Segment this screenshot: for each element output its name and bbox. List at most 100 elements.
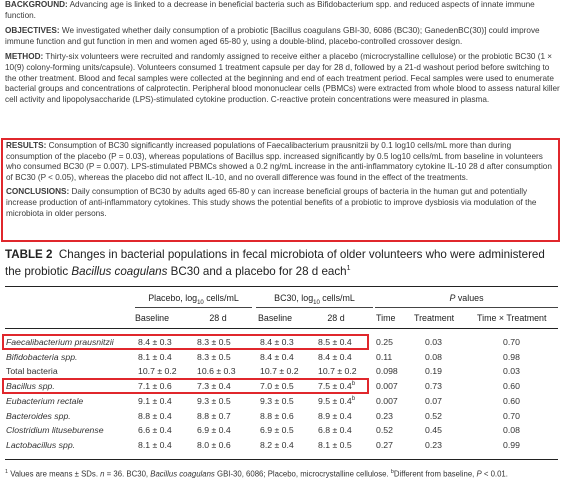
cell-value: 6.8 ± 0.4 bbox=[318, 425, 352, 436]
footnote-text-5: < 0.01. bbox=[481, 469, 508, 479]
cell-value: 0.70 bbox=[503, 410, 520, 421]
cell-value: 8.1 ± 0.4 bbox=[138, 439, 172, 450]
cell-value: 0.45 bbox=[425, 425, 442, 436]
cell-b28: 9.5 ± 0.4b bbox=[318, 396, 355, 406]
cell-value: 0.60 bbox=[503, 395, 520, 406]
bc30-group-underline bbox=[256, 307, 373, 308]
cell-value: 8.9 ± 0.4 bbox=[318, 410, 352, 421]
footnote-text-1: Values are means ± SDs. bbox=[8, 469, 101, 479]
cell-time: 0.098 bbox=[376, 366, 398, 376]
header-placebo-group: Placebo, log10 cells/mL bbox=[135, 293, 252, 306]
cell-value: 7.0 ± 0.5 bbox=[260, 381, 294, 392]
cell-value: 0.23 bbox=[425, 439, 442, 450]
cell-value: 0.52 bbox=[376, 425, 393, 436]
cell-value: 0.27 bbox=[376, 439, 393, 450]
cell-pb: 9.1 ± 0.4 bbox=[138, 396, 172, 406]
cell-time: 0.25 bbox=[376, 337, 393, 347]
results-paragraph: RESULTS: Consumption of BC30 significant… bbox=[6, 141, 555, 183]
row-label: Clostridium lituseburense bbox=[6, 425, 104, 436]
row-label: Bifidobacteria spp. bbox=[6, 351, 78, 362]
objectives-paragraph: OBJECTIVES: We investigated whether dail… bbox=[5, 26, 561, 47]
caption-part-1: Changes in bacterial populations in feca… bbox=[5, 248, 545, 278]
cell-b28: 6.8 ± 0.4 bbox=[318, 425, 352, 435]
cell-p28: 8.0 ± 0.6 bbox=[197, 440, 231, 450]
col-placebo-28d: 28 d bbox=[209, 313, 227, 323]
abstract-top: BACKGROUND: Advancing age is linked to a… bbox=[5, 0, 561, 110]
cell-treat: 0.52 bbox=[425, 411, 442, 421]
cell-value: 8.3 ± 0.5 bbox=[197, 337, 231, 347]
cell-value: 0.007 bbox=[376, 381, 398, 392]
cell-p28: 6.9 ± 0.4 bbox=[197, 425, 231, 435]
background-paragraph: BACKGROUND: Advancing age is linked to a… bbox=[5, 0, 561, 21]
table-top-rule bbox=[5, 286, 558, 287]
col-time-x-treatment: Time × Treatment bbox=[477, 313, 547, 323]
header-bc30-text: BC30, log bbox=[274, 293, 314, 303]
cell-time: 0.007 bbox=[376, 396, 398, 406]
cell-value: 0.08 bbox=[503, 425, 520, 436]
cell-b28: 8.1 ± 0.5 bbox=[318, 440, 352, 450]
footnote-p: P bbox=[476, 469, 482, 479]
col-treatment: Treatment bbox=[414, 313, 455, 323]
cell-value: 10.7 ± 0.2 bbox=[318, 366, 357, 377]
cell-value: 8.4 ± 0.3 bbox=[138, 337, 172, 347]
table-label: TABLE 2 bbox=[5, 248, 53, 261]
cell-time: 0.27 bbox=[376, 440, 393, 450]
cell-time: 0.007 bbox=[376, 381, 398, 391]
conclusions-paragraph: CONCLUSIONS: Daily consumption of BC30 b… bbox=[6, 187, 555, 219]
cell-p28: 8.3 ± 0.5 bbox=[197, 337, 231, 347]
row-label: Lactobacillus spp. bbox=[6, 439, 76, 450]
col-bc30-baseline: Baseline bbox=[258, 313, 293, 323]
cell-value: 8.8 ± 0.7 bbox=[197, 410, 231, 421]
cell-treat: 0.23 bbox=[425, 440, 442, 450]
cell-treat: 0.07 bbox=[425, 396, 442, 406]
col-placebo-baseline: Baseline bbox=[135, 313, 170, 323]
footnote-species: Bacillus coagulans bbox=[150, 469, 215, 479]
cell-value: 0.98 bbox=[503, 351, 520, 362]
background-text: Advancing age is linked to a decrease in… bbox=[5, 0, 535, 20]
cell-value: 8.1 ± 0.4 bbox=[138, 351, 172, 362]
cell-pb: 7.1 ± 0.6 bbox=[138, 381, 172, 391]
objectives-text: We investigated whether daily consumptio… bbox=[5, 26, 540, 46]
caption-part-2: BC30 and a placebo for 28 d each bbox=[167, 264, 347, 278]
method-paragraph: METHOD: Thirty-six volunteers were recru… bbox=[5, 52, 561, 105]
cell-value: 8.1 ± 0.5 bbox=[318, 439, 352, 450]
cell-b28: 8.9 ± 0.4 bbox=[318, 411, 352, 421]
cell-bb: 8.4 ± 0.4 bbox=[260, 352, 294, 362]
objectives-label: OBJECTIVES: bbox=[5, 26, 60, 36]
row-label: Faecalibacterium prausnitzii bbox=[6, 337, 114, 347]
col-bc30-28d: 28 d bbox=[327, 313, 345, 323]
highlight-faecalibacterium-row bbox=[2, 334, 369, 350]
cell-bb: 8.8 ± 0.6 bbox=[260, 411, 294, 421]
cell-pb: 6.6 ± 0.4 bbox=[138, 425, 172, 435]
cell-value: 7.1 ± 0.6 bbox=[138, 381, 172, 392]
header-pvalues-text: values bbox=[455, 293, 484, 303]
table-caption: TABLE 2 Changes in bacterial populations… bbox=[5, 248, 561, 278]
cell-value: 8.5 ± 0.4 bbox=[318, 337, 352, 347]
cell-value: 8.0 ± 0.6 bbox=[197, 439, 231, 450]
cell-time: 0.52 bbox=[376, 425, 393, 435]
cell-value: 8.8 ± 0.6 bbox=[260, 410, 294, 421]
cell-value: 10.7 ± 0.2 bbox=[138, 366, 177, 377]
cell-value: 8.4 ± 0.4 bbox=[260, 351, 294, 362]
cell-value: 0.70 bbox=[503, 337, 520, 347]
conclusions-label: CONCLUSIONS: bbox=[6, 187, 70, 197]
cell-time: 0.11 bbox=[376, 352, 392, 362]
cell-value: 6.6 ± 0.4 bbox=[138, 425, 172, 436]
results-highlight-box: RESULTS: Consumption of BC30 significant… bbox=[1, 138, 560, 242]
cell-value: 9.3 ± 0.5 bbox=[260, 395, 294, 406]
header-bc30-group: BC30, log10 cells/mL bbox=[256, 293, 373, 306]
cell-tt: 0.60 bbox=[503, 396, 520, 406]
conclusions-text: Daily consumption of BC30 by adults aged… bbox=[6, 187, 537, 218]
cell-treat: 0.08 bbox=[425, 352, 442, 362]
cell-treat: 0.73 bbox=[425, 381, 442, 391]
cell-value: 10.7 ± 0.2 bbox=[260, 366, 299, 377]
col-time: Time bbox=[376, 313, 396, 323]
cell-bb: 10.7 ± 0.2 bbox=[260, 366, 299, 376]
cell-b28: 8.5 ± 0.4 bbox=[318, 337, 352, 347]
cell-value: 9.3 ± 0.5 bbox=[197, 395, 231, 406]
cell-sup: b bbox=[351, 381, 356, 388]
cell-value: 0.60 bbox=[503, 381, 520, 392]
footnote-text-2: = 36. BC30, bbox=[104, 469, 151, 479]
background-label: BACKGROUND: bbox=[5, 0, 68, 9]
footnote-text-3: GBI-30, 6086; Placebo, microcrystalline … bbox=[214, 469, 391, 479]
